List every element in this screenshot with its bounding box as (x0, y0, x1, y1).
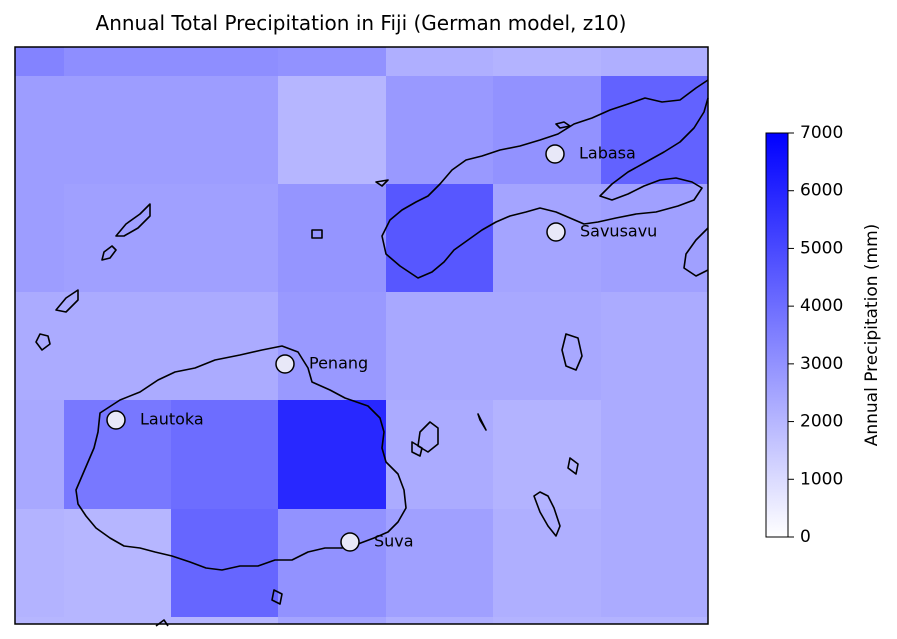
coastline-mamanuca-2 (35, 333, 51, 351)
grid-cell (278, 47, 386, 76)
colorbar-tick-label: 3000 (800, 354, 843, 374)
city-marker-lautoka[interactable]: Lautoka (106, 410, 204, 430)
grid-cell (15, 617, 64, 624)
grid-cell (493, 292, 601, 400)
precipitation-grid (15, 47, 708, 624)
coastline-kadavu (533, 491, 561, 537)
coastline-taveuni (683, 227, 709, 277)
city-dot[interactable] (546, 222, 566, 242)
grid-cell (64, 76, 171, 184)
city-marker-penang[interactable]: Penang (275, 354, 368, 374)
colorbar-tick-label: 1000 (800, 469, 843, 489)
grid-cell (386, 617, 493, 624)
grid-cell (64, 184, 171, 292)
city-label: Savusavu (580, 222, 657, 241)
grid-cell (15, 509, 64, 617)
grid-cell (15, 76, 64, 184)
grid-cell (601, 400, 708, 509)
grid-cell (601, 292, 708, 400)
coastline-lau-2 (567, 457, 579, 475)
grid-cell (386, 47, 493, 76)
map-frame (14, 46, 709, 625)
grid-cell (386, 400, 493, 509)
city-markers: Labasa Savusavu Penang Lautoka Suva (106, 144, 657, 552)
grid-cell (278, 400, 386, 509)
grid-cell (278, 184, 386, 292)
grid-cell (278, 76, 386, 184)
city-label: Labasa (579, 144, 636, 163)
colorbar: 0 1000 2000 3000 4000 5000 6000 7000 Annual Pre… (765, 123, 882, 547)
city-label: Penang (309, 354, 368, 373)
grid-cell (64, 617, 171, 624)
coastline-kioa (555, 121, 571, 129)
grid-cell (171, 184, 278, 292)
colorbar-ticks: 0 1000 2000 3000 4000 5000 6000 7000 (788, 123, 843, 547)
colorbar-fill (765, 132, 789, 538)
colorbar-tick-label: 5000 (800, 238, 843, 258)
grid-cell (493, 184, 601, 292)
coastline-mamanuca (55, 289, 79, 313)
colorbar-tick-label: 7000 (800, 123, 843, 143)
coastline-nukulau (311, 229, 323, 239)
coastline-koro (417, 421, 439, 453)
grid-cell (171, 47, 278, 76)
grid-cell (386, 509, 493, 617)
grid-cell (278, 509, 386, 617)
coastline-gau (477, 413, 487, 431)
grid-cell (15, 400, 64, 509)
grid-cell (493, 76, 601, 184)
grid-cell (171, 617, 278, 624)
city-dot[interactable] (340, 532, 360, 552)
colorbar-tick-label: 0 (800, 527, 811, 547)
city-label: Lautoka (140, 410, 204, 429)
grid-cell (493, 47, 601, 76)
grid-cell (64, 509, 171, 617)
grid-cell (386, 292, 493, 400)
grid-cell (15, 47, 64, 76)
grid-cell (278, 292, 386, 400)
colorbar-label: Annual Precipitation (mm) (862, 224, 882, 447)
coastline-viti-levu (75, 345, 407, 571)
coastline-ovalau (411, 441, 423, 457)
city-marker-savusavu[interactable]: Savusavu (546, 222, 657, 242)
grid-cell (15, 184, 64, 292)
grid-cell (601, 47, 708, 76)
grid-cell (493, 400, 601, 509)
city-dot[interactable] (106, 410, 126, 430)
coastline-yadua (375, 179, 389, 187)
city-dot[interactable] (545, 144, 565, 164)
grid-cell (601, 509, 708, 617)
coastline-lau-1 (561, 333, 583, 371)
grid-cell (171, 76, 278, 184)
colorbar-tick-label: 4000 (800, 296, 843, 316)
grid-cell (601, 617, 708, 624)
grid-cell (386, 76, 493, 184)
grid-cell (171, 509, 278, 617)
grid-cell (171, 400, 278, 509)
city-marker-suva[interactable]: Suva (340, 532, 414, 552)
grid-cell (64, 47, 171, 76)
coastline-yasawa-2 (101, 245, 117, 261)
grid-cell (386, 184, 493, 292)
city-label: Suva (374, 532, 414, 551)
city-marker-labasa[interactable]: Labasa (545, 144, 636, 164)
map-title: Annual Total Precipitation in Fiji (Germ… (95, 11, 627, 35)
grid-cell (278, 617, 386, 624)
coastline-vanua-levu (381, 79, 709, 279)
grid-cell (601, 76, 708, 184)
coastlines (35, 79, 709, 627)
grid-cell (64, 292, 171, 400)
colorbar-tick-label: 2000 (800, 412, 843, 432)
coastline-south-isle (271, 589, 283, 605)
grid-cell (493, 617, 601, 624)
grid-cell (493, 509, 601, 617)
grid-cell (171, 292, 278, 400)
colorbar-tick-label: 6000 (800, 181, 843, 201)
coastline-yasawa (115, 203, 151, 237)
city-dot[interactable] (275, 354, 295, 374)
